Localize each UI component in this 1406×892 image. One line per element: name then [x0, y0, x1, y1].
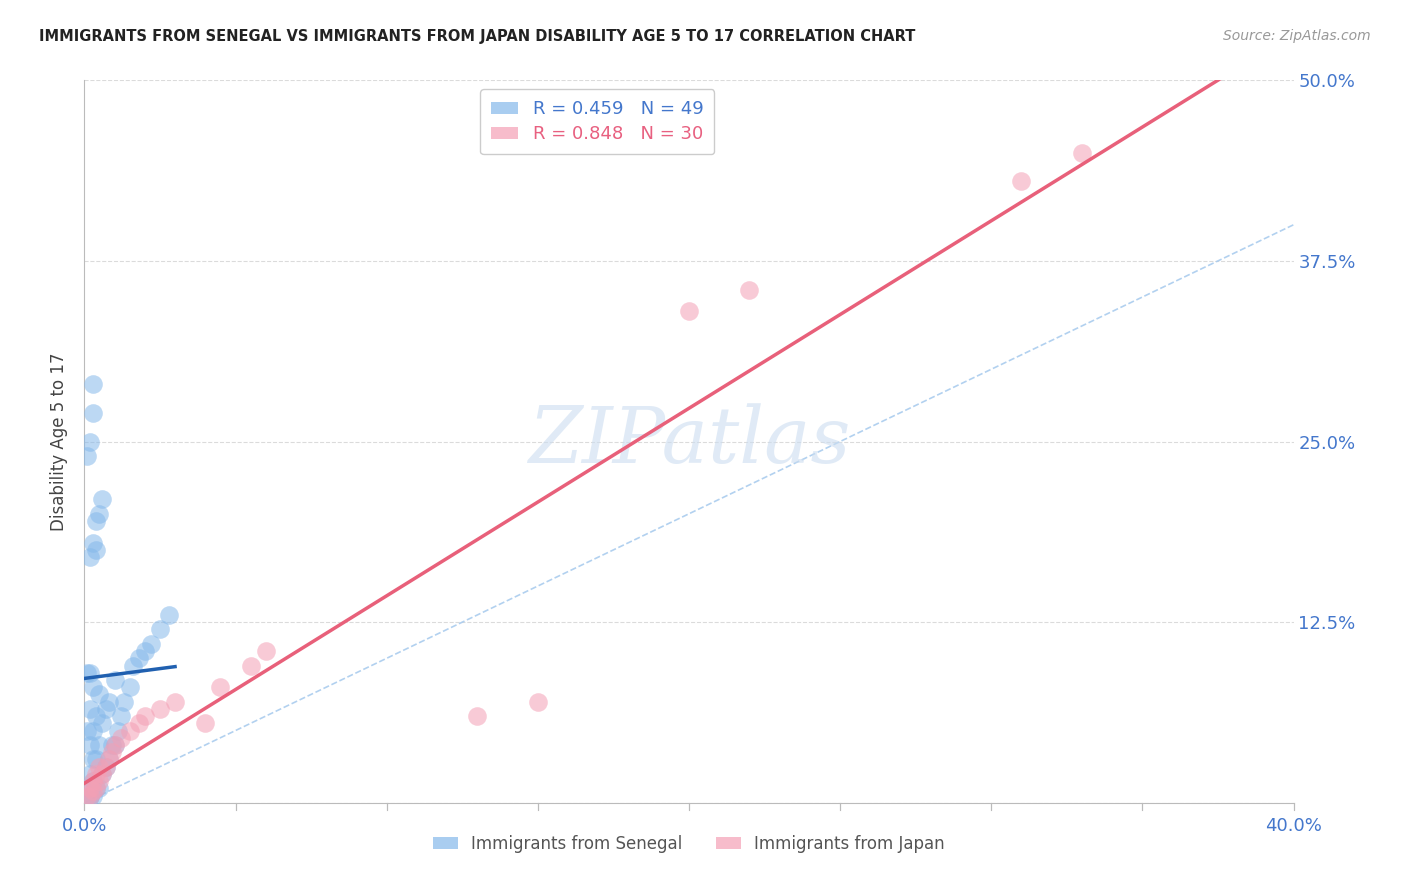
Point [118, 723, 141, 738]
Point [86, 781, 108, 796]
Point [76, 665, 98, 680]
Text: Source: ZipAtlas.com: Source: ZipAtlas.com [1223, 29, 1371, 43]
Point [254, 644, 277, 658]
Point [79, 789, 101, 803]
Point [89, 781, 111, 796]
Point [82, 774, 104, 789]
Point [86, 781, 108, 796]
Point [86, 709, 108, 723]
Point [79, 789, 101, 803]
Point [104, 673, 127, 687]
Point [79, 550, 101, 565]
Point [104, 738, 127, 752]
Point [91, 716, 114, 731]
Point [678, 304, 700, 318]
Point [165, 695, 187, 709]
Point [89, 687, 111, 701]
Point [82, 376, 104, 391]
Point [118, 680, 141, 694]
Point [79, 738, 101, 752]
Point [94, 760, 117, 774]
Point [79, 789, 101, 803]
Point [104, 738, 127, 752]
Point [86, 542, 108, 557]
Point [91, 767, 114, 781]
Point [121, 658, 143, 673]
Point [89, 774, 111, 789]
Point [89, 507, 111, 521]
Point [91, 492, 114, 507]
Point [149, 623, 172, 637]
Point [79, 767, 101, 781]
Point [82, 784, 104, 798]
Point [89, 760, 111, 774]
Point [86, 514, 108, 528]
Point [86, 752, 108, 766]
Point [97, 695, 120, 709]
Point [82, 535, 104, 549]
Point [82, 680, 104, 694]
Point [139, 637, 162, 651]
Point [194, 716, 217, 731]
Point [128, 651, 150, 665]
Point [86, 767, 108, 781]
Point [76, 781, 98, 796]
Point [1071, 145, 1094, 160]
Legend: Immigrants from Senegal, Immigrants from Japan: Immigrants from Senegal, Immigrants from… [426, 828, 952, 860]
Point [79, 781, 101, 796]
Point [110, 709, 132, 723]
Point [79, 702, 101, 716]
Point [91, 767, 114, 781]
Point [79, 665, 101, 680]
Point [738, 283, 761, 297]
Point [94, 760, 117, 774]
Point [76, 789, 98, 803]
Point [239, 658, 262, 673]
Y-axis label: Disability Age 5 to 17: Disability Age 5 to 17 [51, 352, 69, 531]
Point [82, 774, 104, 789]
Text: IMMIGRANTS FROM SENEGAL VS IMMIGRANTS FROM JAPAN DISABILITY AGE 5 TO 17 CORRELAT: IMMIGRANTS FROM SENEGAL VS IMMIGRANTS FR… [39, 29, 915, 44]
Point [467, 709, 489, 723]
Point [100, 738, 122, 752]
Point [100, 745, 122, 759]
Point [209, 680, 232, 694]
Point [107, 723, 129, 738]
Point [134, 644, 156, 658]
Point [82, 406, 104, 420]
Point [76, 449, 98, 463]
Point [94, 702, 117, 716]
Point [82, 789, 104, 803]
Point [82, 752, 104, 766]
Point [157, 607, 180, 622]
Point [527, 695, 550, 709]
Text: ZIPatlas: ZIPatlas [527, 403, 851, 480]
Point [1011, 174, 1033, 188]
Point [76, 723, 98, 738]
Point [134, 709, 156, 723]
Point [89, 738, 111, 752]
Point [97, 752, 120, 766]
Point [82, 723, 104, 738]
Point [149, 702, 172, 716]
Point [112, 695, 135, 709]
Point [128, 716, 150, 731]
Point [97, 752, 120, 766]
Point [110, 731, 132, 745]
Point [79, 434, 101, 449]
